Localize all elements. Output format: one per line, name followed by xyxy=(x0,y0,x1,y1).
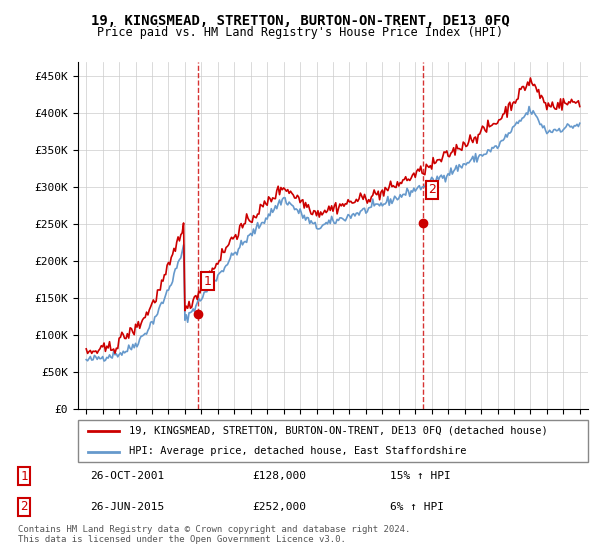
Text: 15% ↑ HPI: 15% ↑ HPI xyxy=(390,471,451,481)
Text: 6% ↑ HPI: 6% ↑ HPI xyxy=(390,502,444,512)
Text: HPI: Average price, detached house, East Staffordshire: HPI: Average price, detached house, East… xyxy=(129,446,467,456)
Text: Contains HM Land Registry data © Crown copyright and database right 2024.
This d: Contains HM Land Registry data © Crown c… xyxy=(18,525,410,544)
Text: £252,000: £252,000 xyxy=(252,502,306,512)
Text: 19, KINGSMEAD, STRETTON, BURTON-ON-TRENT, DE13 0FQ (detached house): 19, KINGSMEAD, STRETTON, BURTON-ON-TRENT… xyxy=(129,426,548,436)
Text: £128,000: £128,000 xyxy=(252,471,306,481)
FancyBboxPatch shape xyxy=(78,420,588,462)
Text: 2: 2 xyxy=(428,183,436,196)
Text: 2: 2 xyxy=(20,500,28,514)
Text: 1: 1 xyxy=(203,275,211,288)
Text: Price paid vs. HM Land Registry's House Price Index (HPI): Price paid vs. HM Land Registry's House … xyxy=(97,26,503,39)
Text: 1: 1 xyxy=(20,469,28,483)
Text: 26-OCT-2001: 26-OCT-2001 xyxy=(90,471,164,481)
Text: 19, KINGSMEAD, STRETTON, BURTON-ON-TRENT, DE13 0FQ: 19, KINGSMEAD, STRETTON, BURTON-ON-TRENT… xyxy=(91,14,509,28)
Text: 26-JUN-2015: 26-JUN-2015 xyxy=(90,502,164,512)
